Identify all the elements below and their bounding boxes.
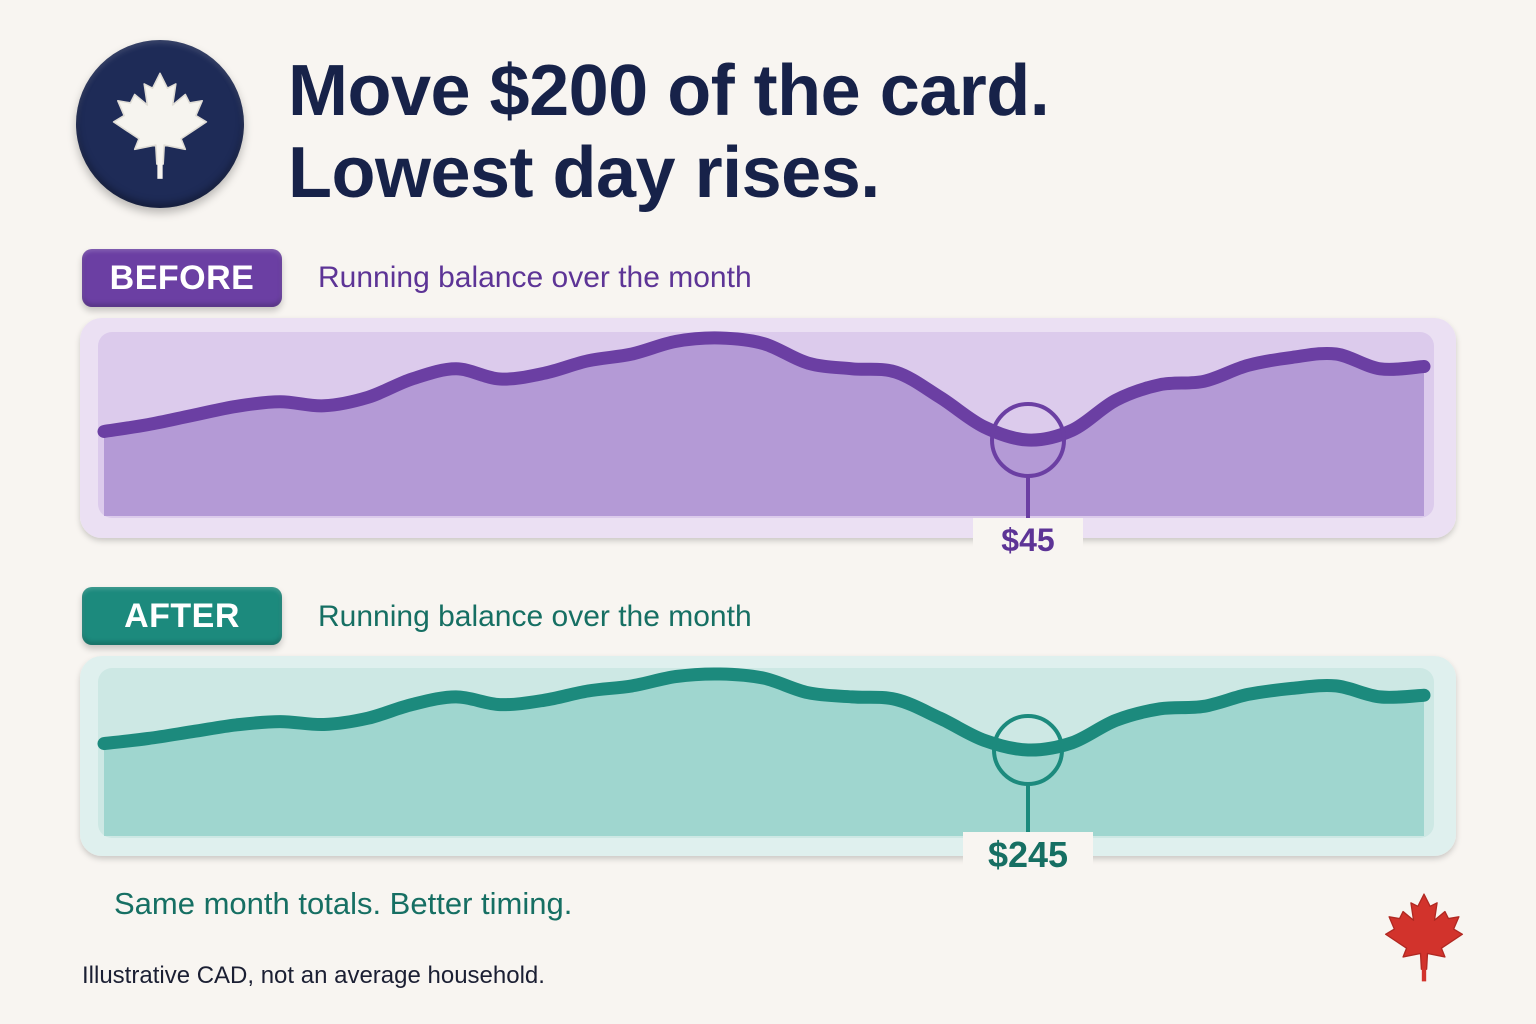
after-badge: AFTER <box>82 587 282 645</box>
before-min-label: $45 <box>1001 522 1054 558</box>
maple-leaf-icon <box>112 72 208 179</box>
before-min-marker <box>990 402 1066 478</box>
before-min-label-bg <box>973 518 1083 558</box>
maple-leaf-logo <box>76 40 244 208</box>
title-line-2: Lowest day rises. <box>288 133 880 213</box>
summary-text: Same month totals. Better timing. <box>114 886 573 921</box>
after-area <box>104 673 1424 836</box>
before-chart: $45 <box>80 318 1456 558</box>
before-line <box>97 331 1431 447</box>
after-chart: $245 <box>80 656 1456 876</box>
title-line-1: Move $200 of the card. <box>288 51 1050 131</box>
after-min-label-bg <box>963 832 1093 876</box>
before-badge: BEFORE <box>82 249 282 307</box>
after-min-label: $245 <box>988 834 1068 875</box>
after-line <box>97 667 1431 757</box>
maple-leaf-icon <box>1384 893 1464 982</box>
page-title: Move $200 of the card. Lowest day rises. <box>288 50 1050 214</box>
after-min-marker <box>992 714 1064 786</box>
after-subtitle: Running balance over the month <box>318 600 752 633</box>
disclaimer-text: Illustrative CAD, not an average househo… <box>82 962 545 989</box>
before-area <box>104 337 1424 516</box>
before-subtitle: Running balance over the month <box>318 261 752 294</box>
